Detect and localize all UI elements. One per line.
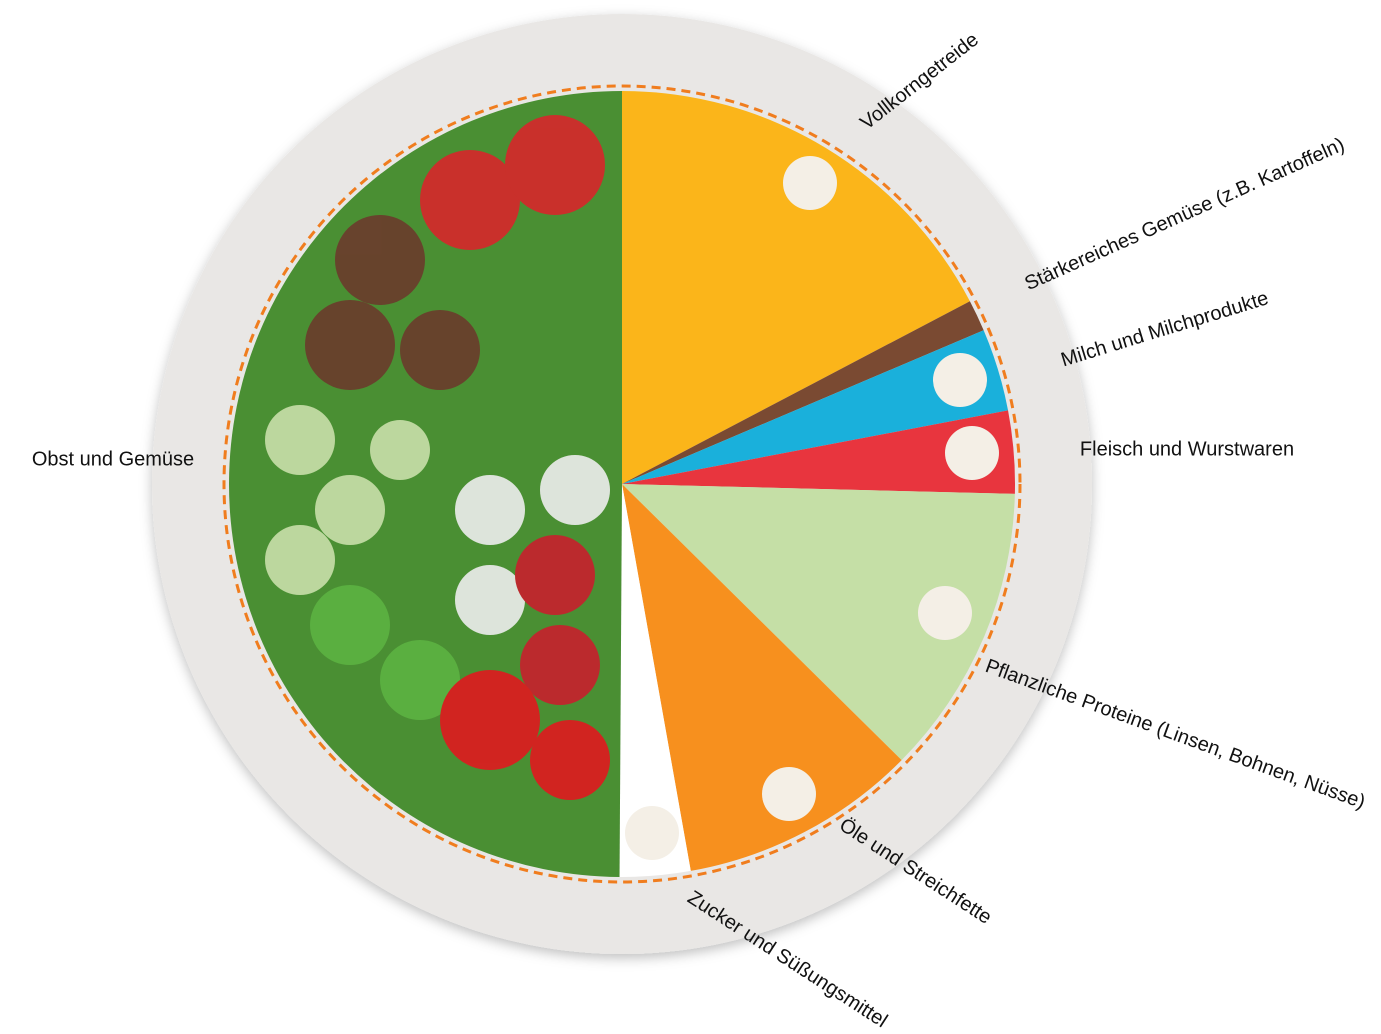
pie-slice <box>622 410 1015 494</box>
pie-slice <box>619 484 691 877</box>
icons <box>625 156 999 860</box>
slice-label: Vollkorngetreide <box>856 29 983 135</box>
slice-label: Pflanzliche Proteine (Linsen, Bohnen, Nü… <box>982 655 1368 813</box>
pie-slice <box>622 484 902 871</box>
slice-label: Milch und Milchprodukte <box>1058 287 1271 371</box>
pie-slice <box>622 301 984 484</box>
illustration <box>265 115 610 800</box>
plate-rim <box>222 84 1022 884</box>
slice-label: Fleisch und Wurstwaren <box>1080 438 1294 460</box>
pie-slice <box>622 484 1015 761</box>
slice-label: Stärkereiches Gemüse (z.B. Kartoffeln) <box>1021 134 1347 295</box>
pie-slice <box>622 91 970 484</box>
slice-label: Obst und Gemüse <box>32 448 194 470</box>
pie-slice <box>622 330 1009 484</box>
